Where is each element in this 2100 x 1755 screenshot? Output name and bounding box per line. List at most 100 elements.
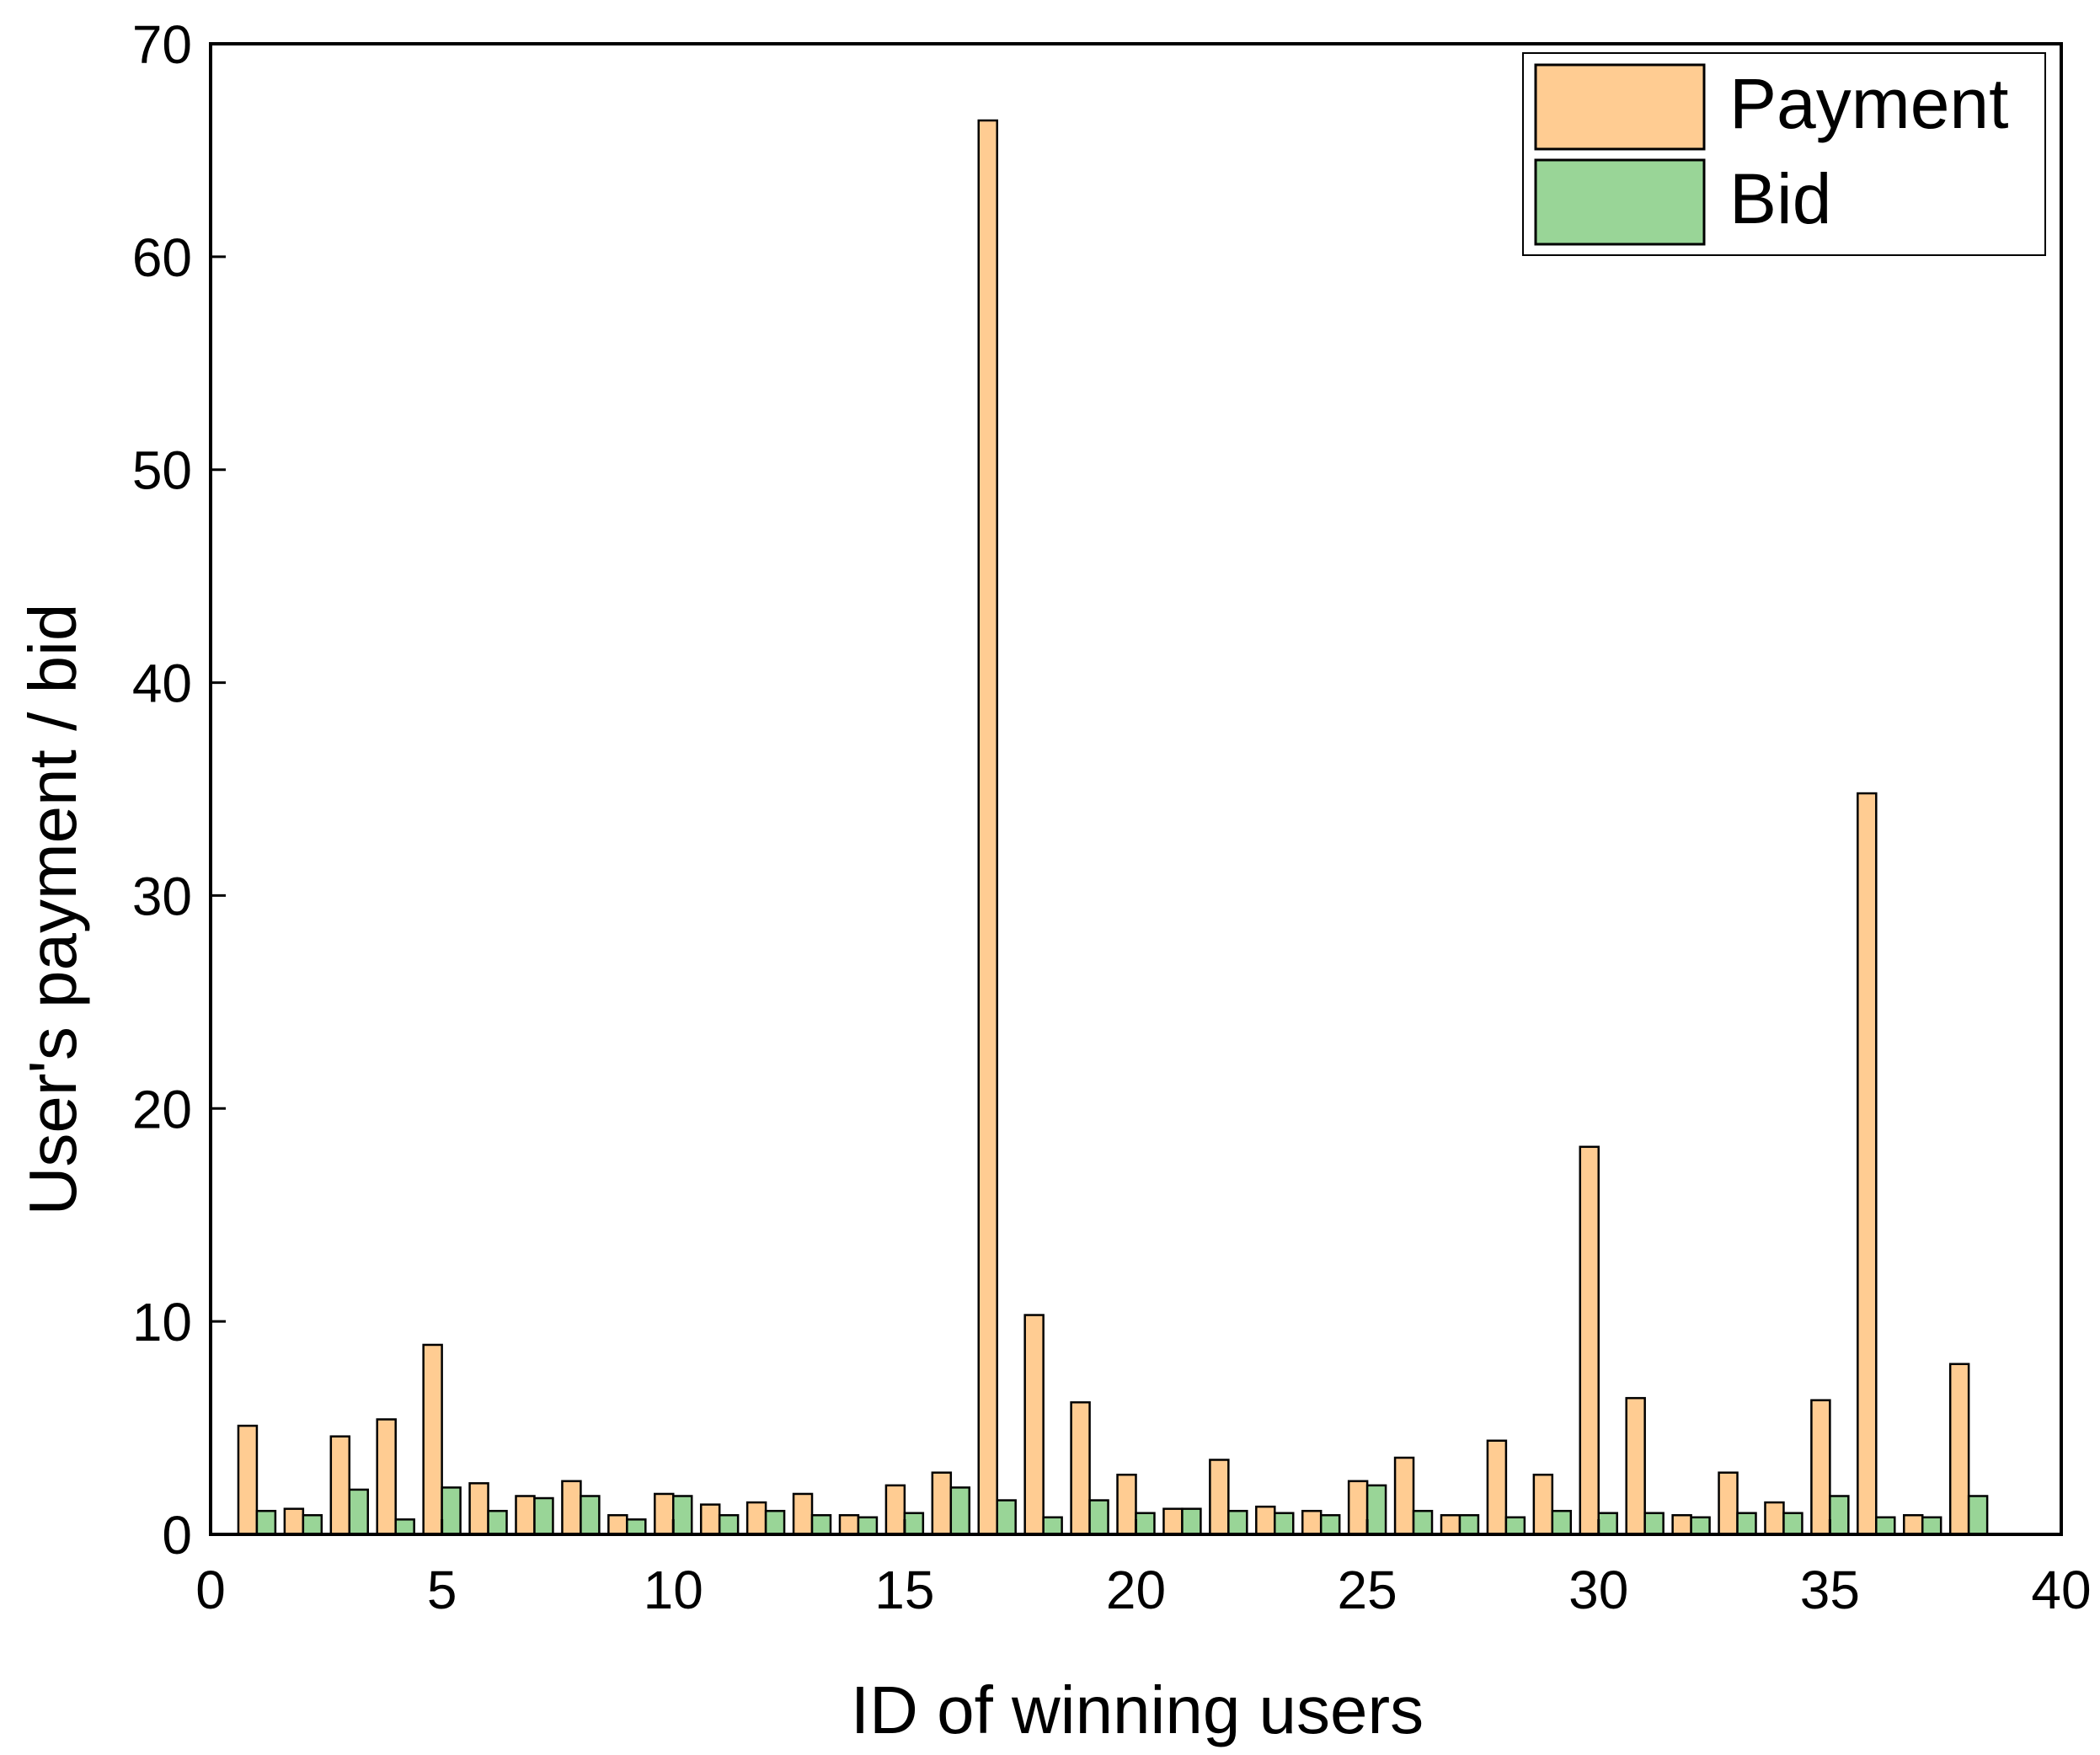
bid-bar-17 (996, 1499, 1017, 1536)
bid-bar-2 (302, 1513, 323, 1536)
bid-bar-14 (857, 1516, 879, 1536)
bid-bar-12 (764, 1509, 786, 1536)
x-tick-label-0: 0 (195, 1560, 226, 1620)
x-tick-label-35: 35 (1800, 1560, 1860, 1620)
bid-bar-1 (255, 1509, 277, 1536)
axes-layer: 0 5 10 15 20 25 30 35 40 0 10 20 30 40 50 60 70 (132, 14, 2092, 1620)
bid-bar-18 (1042, 1516, 1063, 1536)
bid-bar-20 (1135, 1512, 1156, 1536)
payment-bar-1 (237, 1424, 259, 1536)
payment-bar-21 (1162, 1507, 1184, 1536)
legend-swatch-payment (1534, 63, 1706, 151)
bid-bar-35 (1829, 1495, 1850, 1536)
y-tick-label-60: 60 (132, 227, 192, 288)
bid-bar-23 (1274, 1512, 1295, 1536)
payment-bar-35 (1810, 1399, 1831, 1536)
payment-bar-24 (1301, 1509, 1323, 1536)
bid-bar-32 (1690, 1516, 1711, 1536)
bid-bar-30 (1597, 1512, 1618, 1536)
y-tick-label-20: 20 (132, 1079, 192, 1139)
bid-bar-31 (1643, 1512, 1665, 1536)
x-tick-label-15: 15 (874, 1560, 934, 1620)
payment-bar-23 (1255, 1505, 1276, 1536)
x-tick-label-5: 5 (427, 1560, 457, 1620)
bid-bar-10 (672, 1495, 693, 1536)
payment-bar-10 (654, 1492, 675, 1536)
payment-bar-22 (1209, 1459, 1230, 1536)
bid-bar-24 (1319, 1513, 1341, 1536)
x-tick-label-30: 30 (1568, 1560, 1628, 1620)
y-tick-label-70: 70 (132, 14, 192, 75)
bid-bar-29 (1551, 1509, 1573, 1536)
payment-bar-34 (1764, 1501, 1785, 1536)
x-tick-label-10: 10 (644, 1560, 703, 1620)
legend-label-payment: Payment (1729, 64, 2009, 143)
bid-bar-6 (487, 1509, 508, 1536)
payment-bar-11 (699, 1503, 721, 1536)
payment-bar-25 (1347, 1480, 1369, 1536)
legend-label-bid: Bid (1729, 159, 1831, 238)
payment-bar-9 (607, 1513, 628, 1536)
payment-bar-37 (1903, 1513, 1924, 1536)
bid-bar-37 (1921, 1516, 1942, 1536)
y-tick-label-0: 0 (162, 1505, 192, 1566)
bid-bar-4 (394, 1518, 415, 1536)
payment-bar-6 (468, 1482, 489, 1536)
bid-bar-8 (580, 1495, 601, 1536)
payment-bar-4 (376, 1418, 397, 1536)
payment-bar-28 (1486, 1439, 1508, 1536)
legend: Payment Bid (1522, 52, 2046, 256)
bid-bar-5 (441, 1486, 462, 1536)
payment-bar-19 (1070, 1400, 1091, 1536)
payment-bar-2 (283, 1507, 305, 1536)
x-tick-label-40: 40 (2031, 1560, 2091, 1620)
bid-bar-13 (810, 1513, 832, 1536)
bid-bar-3 (348, 1488, 369, 1536)
bid-bar-9 (626, 1518, 647, 1536)
legend-swatch-bid (1534, 158, 1706, 246)
payment-bar-36 (1857, 792, 1878, 1536)
bid-bar-16 (949, 1486, 971, 1536)
bid-bar-15 (903, 1512, 925, 1536)
payment-bar-18 (1023, 1314, 1045, 1536)
payment-bar-29 (1532, 1473, 1554, 1536)
payment-bar-7 (515, 1495, 536, 1536)
payment-bar-3 (329, 1435, 351, 1536)
payment-bar-20 (1116, 1473, 1137, 1536)
bid-bar-27 (1458, 1513, 1480, 1536)
payment-bar-14 (838, 1513, 860, 1536)
payment-bar-13 (792, 1492, 814, 1536)
y-axis-label: User's payment / bid (15, 604, 90, 1216)
bid-bar-28 (1504, 1516, 1526, 1536)
bid-bar-7 (533, 1496, 554, 1536)
payment-bar-32 (1671, 1513, 1692, 1536)
bid-bar-34 (1782, 1512, 1803, 1536)
payment-bar-17 (977, 119, 998, 1536)
payment-bar-26 (1393, 1456, 1415, 1536)
bid-bar-36 (1875, 1516, 1896, 1536)
bid-bar-38 (1967, 1495, 1989, 1536)
bid-bar-19 (1088, 1499, 1109, 1536)
payment-bar-8 (561, 1480, 582, 1536)
bid-bar-26 (1412, 1509, 1434, 1536)
bid-bar-11 (718, 1513, 740, 1536)
x-tick-label-20: 20 (1106, 1560, 1166, 1620)
payment-bar-16 (931, 1471, 953, 1536)
plot-frame (209, 42, 2063, 1536)
payment-bar-5 (422, 1343, 443, 1536)
payment-bar-38 (1948, 1363, 1970, 1536)
bid-bar-22 (1227, 1509, 1248, 1536)
payment-bar-15 (884, 1484, 906, 1536)
payment-bar-30 (1579, 1145, 1600, 1536)
payment-bar-12 (745, 1501, 767, 1536)
y-tick-label-40: 40 (132, 653, 192, 714)
y-tick-label-10: 10 (132, 1292, 192, 1352)
bars-layer (237, 119, 1989, 1536)
payment-bar-27 (1440, 1513, 1461, 1536)
payment-bar-33 (1718, 1471, 1739, 1536)
y-tick-label-50: 50 (132, 440, 192, 501)
y-tick-label-30: 30 (132, 866, 192, 926)
x-axis-label: ID of winning users (851, 1672, 1424, 1747)
bid-bar-25 (1365, 1484, 1387, 1536)
